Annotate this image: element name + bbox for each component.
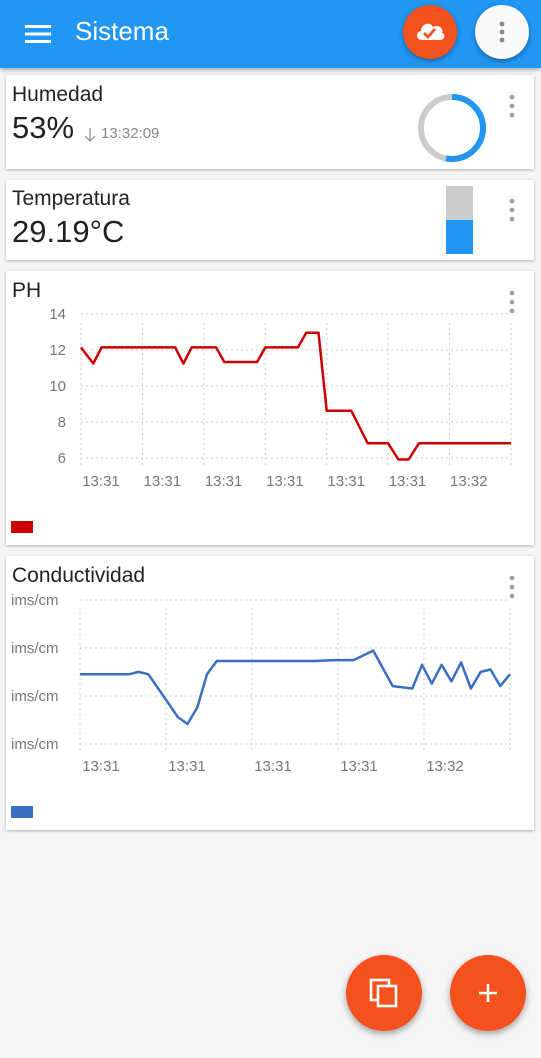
conductivity-legend-swatch [11, 806, 33, 818]
conductivity-chart: ims/cm ims/cm ims/cm ims/cm 13:31 13:31 13:31 1… [11, 592, 511, 775]
ph-title: PH [12, 279, 42, 302]
cond-y-tick-label: ims/cm [11, 592, 59, 609]
cond-y-tick-label: ims/cm [11, 688, 59, 705]
copy-icon [369, 978, 398, 1008]
ph-x-tick-label: 13:31 [266, 473, 304, 490]
humidity-title: Humedad [12, 83, 104, 106]
ph-x-tick-label: 13:31 [327, 473, 365, 490]
conductivity-menu-icon[interactable] [508, 574, 516, 600]
cond-x-tick-label: 13:31 [340, 758, 378, 775]
humidity-gauge [418, 94, 486, 162]
app-bar: Sistema [0, 0, 541, 68]
temperature-bar [446, 186, 473, 254]
app-title: Sistema [75, 16, 169, 46]
ph-x-tick-label: 13:31 [389, 473, 427, 490]
ph-chart: 14 12 10 8 6 13:31 13:31 13:31 13:31 13:31 13:31 13… [49, 306, 512, 490]
ph-x-tick-label: 13:31 [144, 473, 182, 490]
cond-series-line [80, 649, 511, 726]
cond-x-tick-label: 13:31 [82, 758, 120, 775]
ph-y-tick-label: 8 [58, 414, 66, 431]
humidity-card: Humedad 53% 13:32:09 [6, 75, 534, 169]
conductivity-card: Conductividad ims/cm ims/cm ims/cm ims/cm 13… [6, 556, 534, 830]
cond-x-tick-label: 13:31 [254, 758, 292, 775]
ph-x-tick-label: 13:31 [82, 473, 120, 490]
cloud-check-icon [416, 23, 445, 40]
ph-y-tick-label: 12 [49, 342, 66, 359]
arrow-down-icon [84, 128, 96, 142]
more-vert-icon [499, 21, 505, 43]
add-fab-button[interactable] [450, 955, 526, 1031]
ph-y-tick-label: 14 [49, 306, 66, 323]
cond-y-tick-label: ims/cm [11, 640, 59, 657]
humidity-timestamp: 13:32:09 [101, 125, 160, 142]
copy-fab-button[interactable] [346, 955, 422, 1031]
hamburger-menu-icon[interactable] [24, 20, 52, 48]
ph-y-tick-label: 10 [49, 378, 66, 395]
temperature-card: Temperatura 29.19°C [6, 180, 534, 260]
temperature-bar-fill [446, 220, 473, 254]
ph-legend-swatch [11, 521, 33, 533]
cond-y-tick-label: ims/cm [11, 736, 59, 753]
ph-x-tick-label: 13:31 [205, 473, 243, 490]
temperature-menu-icon[interactable] [508, 197, 516, 223]
temperature-value: 29.19°C [12, 214, 125, 249]
cond-x-tick-label: 13:31 [168, 758, 206, 775]
humidity-menu-icon[interactable] [508, 93, 516, 119]
ph-x-tick-label: 13:32 [450, 473, 488, 490]
ph-menu-icon[interactable] [508, 289, 516, 315]
cloud-sync-button[interactable] [403, 5, 457, 59]
ph-y-tick-label: 6 [58, 450, 66, 467]
humidity-value: 53% [12, 110, 75, 145]
temperature-title: Temperatura [12, 187, 130, 210]
ph-series-line [80, 331, 511, 461]
ph-card: PH 14 12 10 8 6 13:31 13:31 13:31 13:31 13:31 13:3… [6, 271, 534, 545]
conductivity-title: Conductividad [12, 564, 146, 587]
plus-icon [479, 984, 497, 1002]
cond-x-tick-label: 13:32 [426, 758, 464, 775]
more-options-button[interactable] [475, 5, 529, 59]
